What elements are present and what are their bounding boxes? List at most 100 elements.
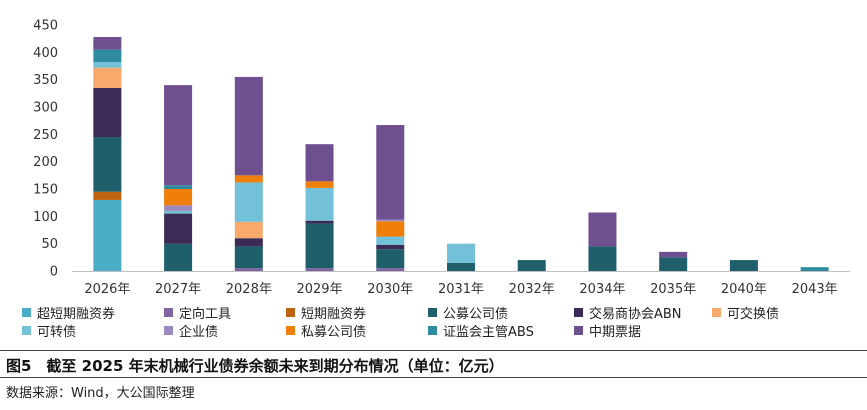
legend-label: 中期票据	[589, 325, 642, 340]
bar-segment	[305, 187, 334, 221]
y-tick-label: 150	[33, 183, 58, 198]
y-tick-label: 250	[33, 128, 58, 143]
bar-segment	[93, 137, 122, 192]
legend-item: 短期融资券	[286, 307, 366, 323]
x-tick-label: 2028年	[226, 282, 272, 297]
y-tick-label: 450	[33, 19, 58, 34]
bar-segment	[517, 260, 546, 271]
bar-segment	[376, 221, 405, 237]
bars	[93, 37, 829, 271]
bar-segment	[164, 243, 193, 271]
y-tick-label: 350	[33, 73, 58, 88]
bar-segment	[234, 268, 263, 271]
source-note: 数据来源：Wind，大公国际整理	[6, 386, 195, 401]
legend-swatch	[164, 308, 173, 317]
bar-segment	[305, 181, 334, 188]
y-tick-label: 300	[33, 101, 58, 116]
legend-label: 公募公司债	[443, 307, 509, 322]
legend-swatch	[428, 326, 437, 335]
y-axis: 0 50 100 150 200 250 300 350 400 450	[33, 19, 58, 280]
legend-item: 可交换债	[712, 307, 779, 323]
chart-area: 0 50 100 150 200 250 300 350 400 450 2026年 2027年 20…	[22, 19, 850, 341]
bar-segment	[376, 249, 405, 269]
legend-label: 证监会主管ABS	[443, 325, 534, 340]
legend-swatch	[712, 308, 721, 317]
x-tick-label: 2030年	[367, 282, 413, 297]
bar-segment	[305, 268, 334, 271]
legend-item: 公募公司债	[428, 307, 508, 323]
bar-segment	[659, 251, 688, 258]
bar-segment	[164, 213, 193, 244]
legend-label: 私募公司债	[301, 325, 367, 340]
bar-segment	[234, 246, 263, 269]
bar-segment	[164, 205, 193, 211]
bar-segment	[93, 62, 122, 68]
bar-segment	[93, 199, 122, 271]
x-tick-label: 2035年	[650, 282, 696, 297]
x-tick-label: 2040年	[721, 282, 767, 297]
bar-segment	[234, 175, 263, 183]
bar-segment	[305, 220, 334, 224]
bar-segment	[376, 125, 405, 220]
x-tick-label: 2027年	[155, 282, 201, 297]
y-tick-label: 50	[41, 237, 58, 252]
x-tick-label: 2026年	[84, 282, 130, 297]
legend-swatch	[428, 308, 437, 317]
bar-segment	[93, 87, 122, 138]
bar-segment	[93, 49, 122, 63]
legend-item: 交易商协会ABN	[574, 307, 682, 323]
bar-segment	[234, 221, 263, 239]
bar-segment	[93, 37, 122, 50]
bar-segment	[234, 76, 263, 176]
bar-segment	[376, 236, 405, 245]
legend-label: 企业债	[179, 325, 219, 340]
legend-label: 交易商协会ABN	[589, 307, 682, 322]
bar-segment	[800, 267, 829, 271]
y-tick-label: 200	[33, 155, 58, 170]
x-axis: 2026年 2027年 2028年 2029年 2030年 2031年 2032年 2034年…	[72, 271, 850, 297]
legend-label: 超短期融资券	[37, 307, 116, 322]
bar-segment	[234, 182, 263, 222]
bar-segment	[305, 223, 334, 269]
bar-segment	[447, 262, 475, 271]
bar-segment	[305, 144, 334, 182]
legend-swatch	[574, 326, 583, 335]
caption-bar: 图5 截至 2025 年末机械行业债券余额未来到期分布情况（单位：亿元）	[0, 350, 867, 378]
legend-label: 定向工具	[179, 307, 232, 322]
y-tick-label: 0	[50, 265, 58, 280]
x-tick-label: 2032年	[509, 282, 555, 297]
bar-segment	[376, 244, 405, 250]
legend-label: 可交换债	[727, 307, 780, 322]
legend-swatch	[22, 326, 31, 335]
bar-segment	[588, 246, 617, 271]
legend-swatch	[22, 308, 31, 317]
legend-item: 可转债	[22, 325, 76, 341]
legend-label: 短期融资券	[301, 307, 367, 322]
bar-segment	[164, 210, 193, 214]
bar-segment	[588, 212, 617, 247]
legend-item: 定向工具	[164, 307, 231, 323]
legend-swatch	[286, 308, 295, 317]
legend-item: 企业债	[164, 325, 218, 341]
bar-segment	[376, 268, 405, 271]
legend-swatch	[164, 326, 173, 335]
y-tick-label: 400	[33, 46, 58, 61]
x-tick-label: 2043年	[792, 282, 838, 297]
bar-segment	[376, 219, 405, 222]
bar-segment	[164, 85, 193, 186]
x-tick-label: 2034年	[579, 282, 625, 297]
legend-item: 证监会主管ABS	[428, 325, 534, 341]
legend-swatch	[286, 326, 295, 335]
bar-segment	[164, 189, 193, 206]
legend-item: 私募公司债	[286, 325, 366, 341]
bar-segment	[659, 257, 688, 271]
bar-segment	[164, 185, 193, 189]
bar-segment	[447, 243, 475, 263]
figure-caption: 图5 截至 2025 年末机械行业债券余额未来到期分布情况（单位：亿元）	[6, 357, 504, 375]
bar-segment	[234, 238, 263, 247]
legend-label: 可转债	[37, 325, 77, 340]
x-tick-label: 2031年	[438, 282, 484, 297]
x-tick-label: 2029年	[296, 282, 342, 297]
legend-swatch	[574, 308, 583, 317]
